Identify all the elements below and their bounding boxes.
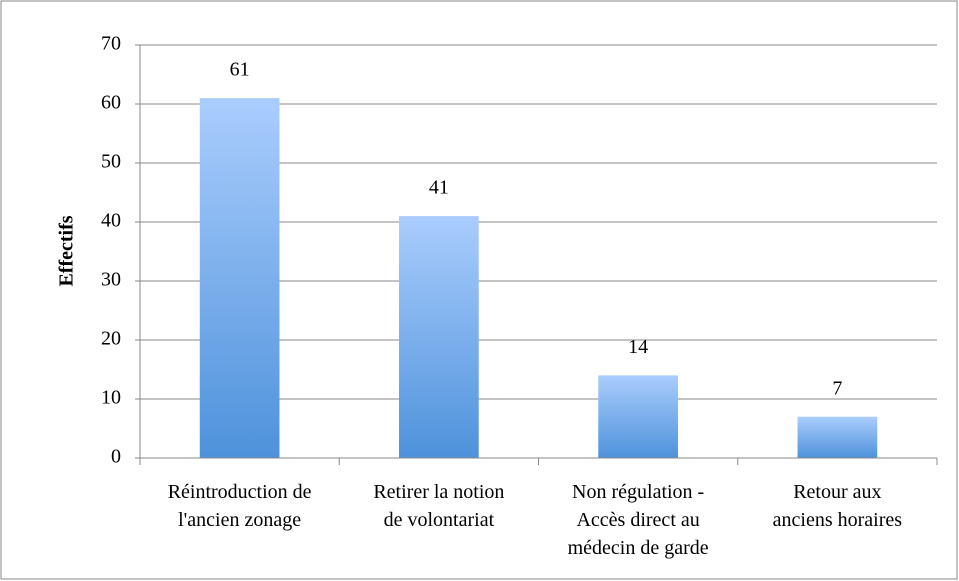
x-tick-label: Réintroduction de l'ancien zonage: [168, 481, 312, 531]
x-tick-label-line: Non régulation -: [572, 481, 704, 503]
bar: [598, 375, 678, 458]
y-tick-label: 30: [101, 269, 121, 291]
y-tick-label: 60: [101, 92, 121, 114]
y-tick-label: 40: [101, 210, 121, 232]
y-tick-label: 0: [111, 446, 121, 468]
x-tick-label: Retour aux anciens horaires: [773, 481, 903, 531]
y-axis-title: Effectifs: [56, 215, 78, 286]
y-tick-label: 20: [101, 328, 121, 350]
x-tick-label-line: l'ancien zonage: [178, 509, 301, 531]
x-tick-label: Non régulation - Accès direct au médecin d…: [568, 481, 709, 559]
bar: [399, 216, 479, 458]
x-tick-label-line: Retour aux: [793, 481, 881, 503]
x-tick-label-line: Réintroduction de: [168, 481, 312, 503]
x-tick-label-line: Accès direct au: [576, 509, 699, 531]
x-tick-label-line: anciens horaires: [773, 509, 903, 531]
bar: [797, 416, 878, 458]
y-tick-label: 50: [101, 151, 121, 173]
value-label: 61: [230, 59, 250, 81]
x-tick-label-line: Retirer la notion: [373, 481, 504, 503]
x-tick-label-line: médecin de garde: [568, 537, 709, 559]
y-tick-label: 70: [101, 33, 121, 55]
x-tick-label-line: de volontariat: [384, 509, 495, 531]
y-tick-label: 10: [101, 387, 121, 409]
value-label: 41: [429, 177, 449, 199]
x-tick-label: Retirer la notion de volontariat: [373, 481, 504, 531]
value-label: 7: [832, 377, 842, 399]
bar: [199, 98, 280, 458]
value-label: 14: [628, 336, 648, 358]
